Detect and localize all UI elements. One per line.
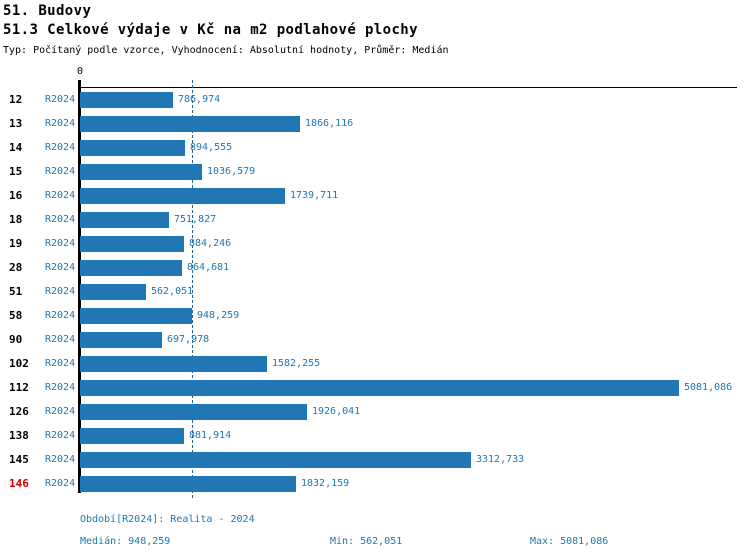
chart-row: 51 R2024 562,051 xyxy=(0,284,750,300)
row-period-label: R2024 xyxy=(45,430,76,441)
row-period-label: R2024 xyxy=(45,334,76,345)
y-axis-line xyxy=(78,80,81,493)
value-bar xyxy=(80,404,307,420)
row-id-label: 28 xyxy=(9,261,23,274)
row-id-label: 138 xyxy=(9,429,29,442)
row-period-label: R2024 xyxy=(45,406,76,417)
bar-value-label: 786,974 xyxy=(178,94,221,105)
row-id-label: 146 xyxy=(9,477,29,490)
bar-value-label: 1832,159 xyxy=(301,478,350,489)
median-reference-line xyxy=(191,80,193,498)
row-id-label: 19 xyxy=(9,237,23,250)
report-subtitle: 51.3 Celkové výdaje v Kč na m2 podlahové… xyxy=(3,22,418,38)
row-period-label: R2024 xyxy=(45,94,76,105)
row-id-label: 13 xyxy=(9,117,23,130)
chart-row: 19 R2024 884,246 xyxy=(0,236,750,252)
value-bar xyxy=(80,356,267,372)
row-id-label: 102 xyxy=(9,357,29,370)
value-bar xyxy=(80,428,184,444)
chart-row: 13 R2024 1866,116 xyxy=(0,116,750,132)
value-bar xyxy=(80,380,679,396)
chart-row: 126 R2024 1926,041 xyxy=(0,404,750,420)
chart-row: 146 R2024 1832,159 xyxy=(0,476,750,492)
row-id-label: 16 xyxy=(9,189,23,202)
report-meta-line: Typ: Počítaný podle vzorce, Vyhodnocení:… xyxy=(3,45,449,56)
value-bar xyxy=(80,452,471,468)
bar-value-label: 864,681 xyxy=(187,262,230,273)
chart-row: 90 R2024 697,978 xyxy=(0,332,750,348)
row-id-label: 58 xyxy=(9,309,23,322)
row-id-label: 15 xyxy=(9,165,23,178)
value-bar xyxy=(80,236,184,252)
bar-value-label: 1926,041 xyxy=(312,406,361,417)
chart-row: 102 R2024 1582,255 xyxy=(0,356,750,372)
row-period-label: R2024 xyxy=(45,382,76,393)
row-period-label: R2024 xyxy=(45,478,76,489)
row-id-label: 145 xyxy=(9,453,29,466)
footer-max: Max: 5081,086 xyxy=(530,536,609,547)
bar-value-label: 751,827 xyxy=(174,214,217,225)
chart-row: 18 R2024 751,827 xyxy=(0,212,750,228)
row-period-label: R2024 xyxy=(45,190,76,201)
row-id-label: 18 xyxy=(9,213,23,226)
x-axis-line xyxy=(80,87,737,88)
chart-row: 15 R2024 1036,579 xyxy=(0,164,750,180)
row-period-label: R2024 xyxy=(45,262,76,273)
chart-row: 112 R2024 5081,086 xyxy=(0,380,750,396)
chart-row: 28 R2024 864,681 xyxy=(0,260,750,276)
bar-value-label: 948,259 xyxy=(197,310,240,321)
bar-value-label: 1866,116 xyxy=(305,118,354,129)
value-bar xyxy=(80,92,173,108)
value-bar xyxy=(80,188,285,204)
value-bar xyxy=(80,476,296,492)
chart-row: 58 R2024 948,259 xyxy=(0,308,750,324)
row-id-label: 14 xyxy=(9,141,23,154)
row-id-label: 51 xyxy=(9,285,23,298)
row-period-label: R2024 xyxy=(45,166,76,177)
row-id-label: 112 xyxy=(9,381,29,394)
chart-row: 145 R2024 3312,733 xyxy=(0,452,750,468)
report-title: 51. Budovy xyxy=(3,3,92,19)
bar-value-label: 881,914 xyxy=(189,430,232,441)
footer-min: Min: 562,051 xyxy=(330,536,403,547)
row-period-label: R2024 xyxy=(45,142,76,153)
row-period-label: R2024 xyxy=(45,358,76,369)
row-period-label: R2024 xyxy=(45,118,76,129)
chart-row: 138 R2024 881,914 xyxy=(0,428,750,444)
value-bar xyxy=(80,164,202,180)
x-axis-zero-tick-label: 0 xyxy=(76,66,84,77)
value-bar xyxy=(80,116,300,132)
chart-row: 14 R2024 894,555 xyxy=(0,140,750,156)
row-period-label: R2024 xyxy=(45,214,76,225)
row-period-label: R2024 xyxy=(45,310,76,321)
footer-period: Období[R2024]: Realita - 2024 xyxy=(80,514,255,525)
value-bar xyxy=(80,308,192,324)
value-bar xyxy=(80,332,162,348)
bar-value-label: 894,555 xyxy=(190,142,233,153)
value-bar xyxy=(80,260,182,276)
bar-value-label: 884,246 xyxy=(189,238,232,249)
chart-row: 12 R2024 786,974 xyxy=(0,92,750,108)
bar-value-label: 697,978 xyxy=(167,334,210,345)
bar-value-label: 1036,579 xyxy=(207,166,256,177)
bar-value-label: 3312,733 xyxy=(476,454,525,465)
row-period-label: R2024 xyxy=(45,286,76,297)
value-bar xyxy=(80,140,185,156)
bar-value-label: 1739,711 xyxy=(290,190,339,201)
bar-value-label: 1582,255 xyxy=(272,358,321,369)
value-bar xyxy=(80,284,146,300)
value-bar xyxy=(80,212,169,228)
row-id-label: 126 xyxy=(9,405,29,418)
chart-row: 16 R2024 1739,711 xyxy=(0,188,750,204)
footer-median: Medián: 948,259 xyxy=(80,536,171,547)
bar-value-label: 562,051 xyxy=(151,286,194,297)
row-period-label: R2024 xyxy=(45,454,76,465)
row-id-label: 12 xyxy=(9,93,23,106)
bar-value-label: 5081,086 xyxy=(684,382,733,393)
row-period-label: R2024 xyxy=(45,238,76,249)
row-id-label: 90 xyxy=(9,333,23,346)
